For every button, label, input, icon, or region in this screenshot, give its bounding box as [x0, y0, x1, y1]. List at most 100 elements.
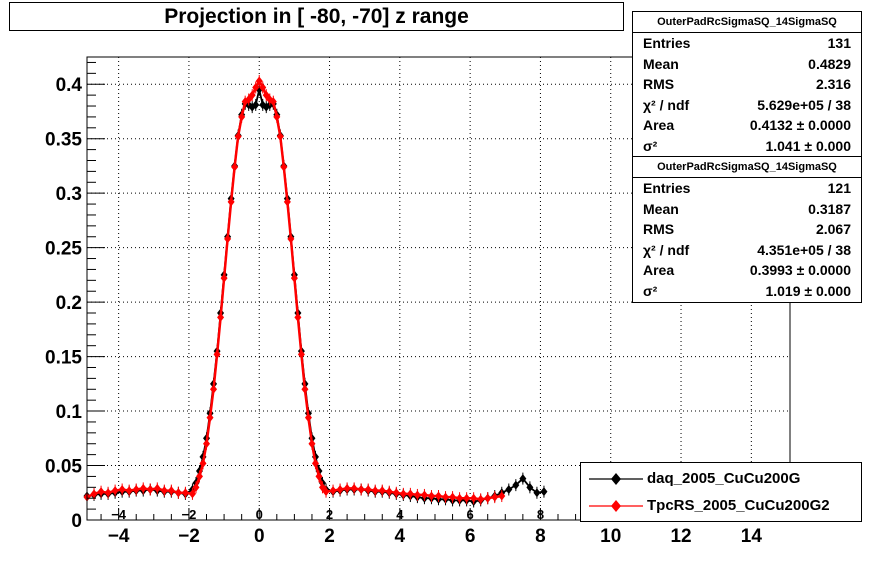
data-point-tpcrs: [294, 312, 302, 322]
x-inner-tick-label: 8: [537, 507, 544, 522]
data-point-tpcrs: [283, 197, 291, 207]
data-point-tpcrs: [153, 483, 161, 493]
legend: daq_2005_CuCu200G TpcRS_2005_CuCu200G2: [580, 462, 862, 522]
data-point-tpcrs: [280, 162, 288, 172]
y-tick-label: 0.2: [56, 293, 82, 314]
stats-box-daq: OuterPadRcSigmaSQ_14SigmaSQ Entries 131 Mea…: [632, 11, 862, 158]
data-point-tpcrs: [470, 493, 478, 503]
chart-title: Projection in [ -80, -70] z range: [9, 2, 624, 31]
x-tick-label: 4: [395, 526, 406, 547]
stats-row: Entries 121: [633, 178, 861, 199]
y-tick-label: 0.05: [45, 457, 82, 478]
legend-marker-tpcrs: [589, 500, 643, 512]
x-tick-label: 8: [535, 526, 546, 547]
data-point-tpcrs: [308, 439, 316, 449]
y-tick-label: 0.25: [45, 239, 82, 260]
data-point-tpcrs: [413, 490, 421, 500]
data-point-tpcrs: [125, 486, 133, 496]
data-point-tpcrs: [371, 486, 379, 496]
data-point-tpcrs: [227, 197, 235, 207]
stats-label: Entries: [643, 35, 691, 51]
x-tick-label: 2: [324, 526, 335, 547]
data-point-tpcrs: [315, 471, 323, 481]
data-point-tpcrs: [287, 234, 295, 244]
legend-entry-daq: daq_2005_CuCu200G: [581, 467, 861, 491]
stats-value: 2.067: [815, 221, 851, 238]
stats-value: 121: [827, 180, 851, 196]
data-point-tpcrs: [304, 413, 312, 423]
stats-label: Entries: [643, 180, 691, 196]
x-tick-label: 12: [670, 526, 691, 547]
stats-value: 0.3993 ± 0.0000: [749, 262, 851, 279]
data-point-tpcrs: [90, 489, 98, 499]
stats-row: χ² / ndf 5.629e+05 / 38: [633, 95, 861, 116]
data-point-tpcrs: [378, 486, 386, 496]
data-point-tpcrs: [111, 486, 119, 496]
y-tick-label: 0.35: [45, 130, 82, 151]
data-point-tpcrs: [329, 486, 337, 496]
data-point-daq: [252, 100, 260, 110]
data-point-tpcrs: [385, 487, 393, 497]
data-point-daq: [526, 482, 534, 492]
data-point-tpcrs: [350, 483, 358, 493]
stats-box-title: OuterPadRcSigmaSQ_14SigmaSQ: [633, 157, 861, 178]
data-point-tpcrs: [252, 83, 260, 93]
x-inner-tick-label: 4: [396, 507, 404, 522]
data-point-tpcrs: [213, 349, 221, 359]
stats-label: RMS: [643, 76, 675, 93]
stats-value: 2.316: [815, 76, 851, 93]
stats-row: σ² 1.019 ± 0.000: [633, 281, 861, 302]
data-point-tpcrs: [297, 349, 305, 359]
x-tick-label: 0: [254, 526, 265, 547]
data-point-daq: [540, 487, 548, 497]
stats-row: Mean 0.3187: [633, 199, 861, 220]
data-point-tpcrs: [498, 491, 506, 501]
stats-label: χ² / ndf: [643, 96, 690, 113]
data-point-tpcrs: [118, 484, 126, 494]
x-tick-label: 14: [741, 526, 763, 547]
data-point-tpcrs: [146, 484, 154, 494]
x-inner-tick-label: −4: [111, 507, 127, 522]
data-point-tpcrs: [364, 484, 372, 494]
data-point-tpcrs: [343, 483, 351, 493]
data-point-tpcrs: [220, 273, 228, 283]
data-point-tpcrs: [301, 384, 309, 394]
stats-label: Mean: [643, 200, 679, 217]
stats-row: Mean 0.4829: [633, 54, 861, 75]
stats-label: Mean: [643, 55, 679, 72]
data-point-tpcrs: [406, 489, 414, 499]
data-point-tpcrs: [217, 312, 225, 322]
data-point-tpcrs: [234, 132, 242, 142]
x-tick-label: −2: [178, 526, 200, 547]
data-point-tpcrs: [463, 493, 471, 503]
data-point-tpcrs: [290, 273, 298, 283]
data-point-tpcrs: [224, 234, 232, 244]
stats-row: RMS 2.316: [633, 74, 861, 95]
stats-value: 131: [827, 35, 851, 51]
data-point-daq: [505, 484, 513, 494]
data-point-tpcrs: [442, 492, 450, 502]
stats-value: 0.4132 ± 0.0000: [749, 117, 851, 134]
data-point-tpcrs: [477, 494, 485, 504]
data-point-tpcrs: [192, 482, 200, 492]
data-point-tpcrs: [195, 471, 203, 481]
data-point-tpcrs: [392, 488, 400, 498]
y-tick-label: 0.15: [45, 348, 82, 369]
data-point-tpcrs: [199, 458, 207, 468]
data-point-tpcrs: [248, 90, 256, 100]
data-point-tpcrs: [336, 484, 344, 494]
data-point-daq: [533, 488, 541, 498]
data-point-tpcrs: [181, 488, 189, 498]
y-tick-label: 0: [71, 511, 82, 532]
data-point-tpcrs: [491, 492, 499, 502]
stats-label: σ²: [643, 137, 658, 154]
stats-label: χ² / ndf: [643, 241, 690, 258]
x-inner-tick-label: −2: [182, 507, 197, 522]
data-point-tpcrs: [139, 483, 147, 493]
x-tick-label: 6: [465, 526, 476, 547]
data-point-tpcrs: [427, 491, 435, 501]
data-point-tpcrs: [206, 413, 214, 423]
data-point-tpcrs: [188, 489, 196, 499]
data-point-daq: [512, 480, 520, 490]
data-point-tpcrs: [357, 484, 365, 494]
